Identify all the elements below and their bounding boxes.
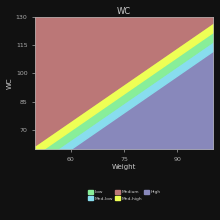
Title: WC: WC	[117, 7, 131, 16]
Legend: Low, Med-low, Medium, Med-high, High: Low, Med-low, Medium, Med-high, High	[86, 188, 162, 203]
X-axis label: Weight: Weight	[112, 164, 136, 170]
Y-axis label: WC: WC	[7, 77, 13, 89]
